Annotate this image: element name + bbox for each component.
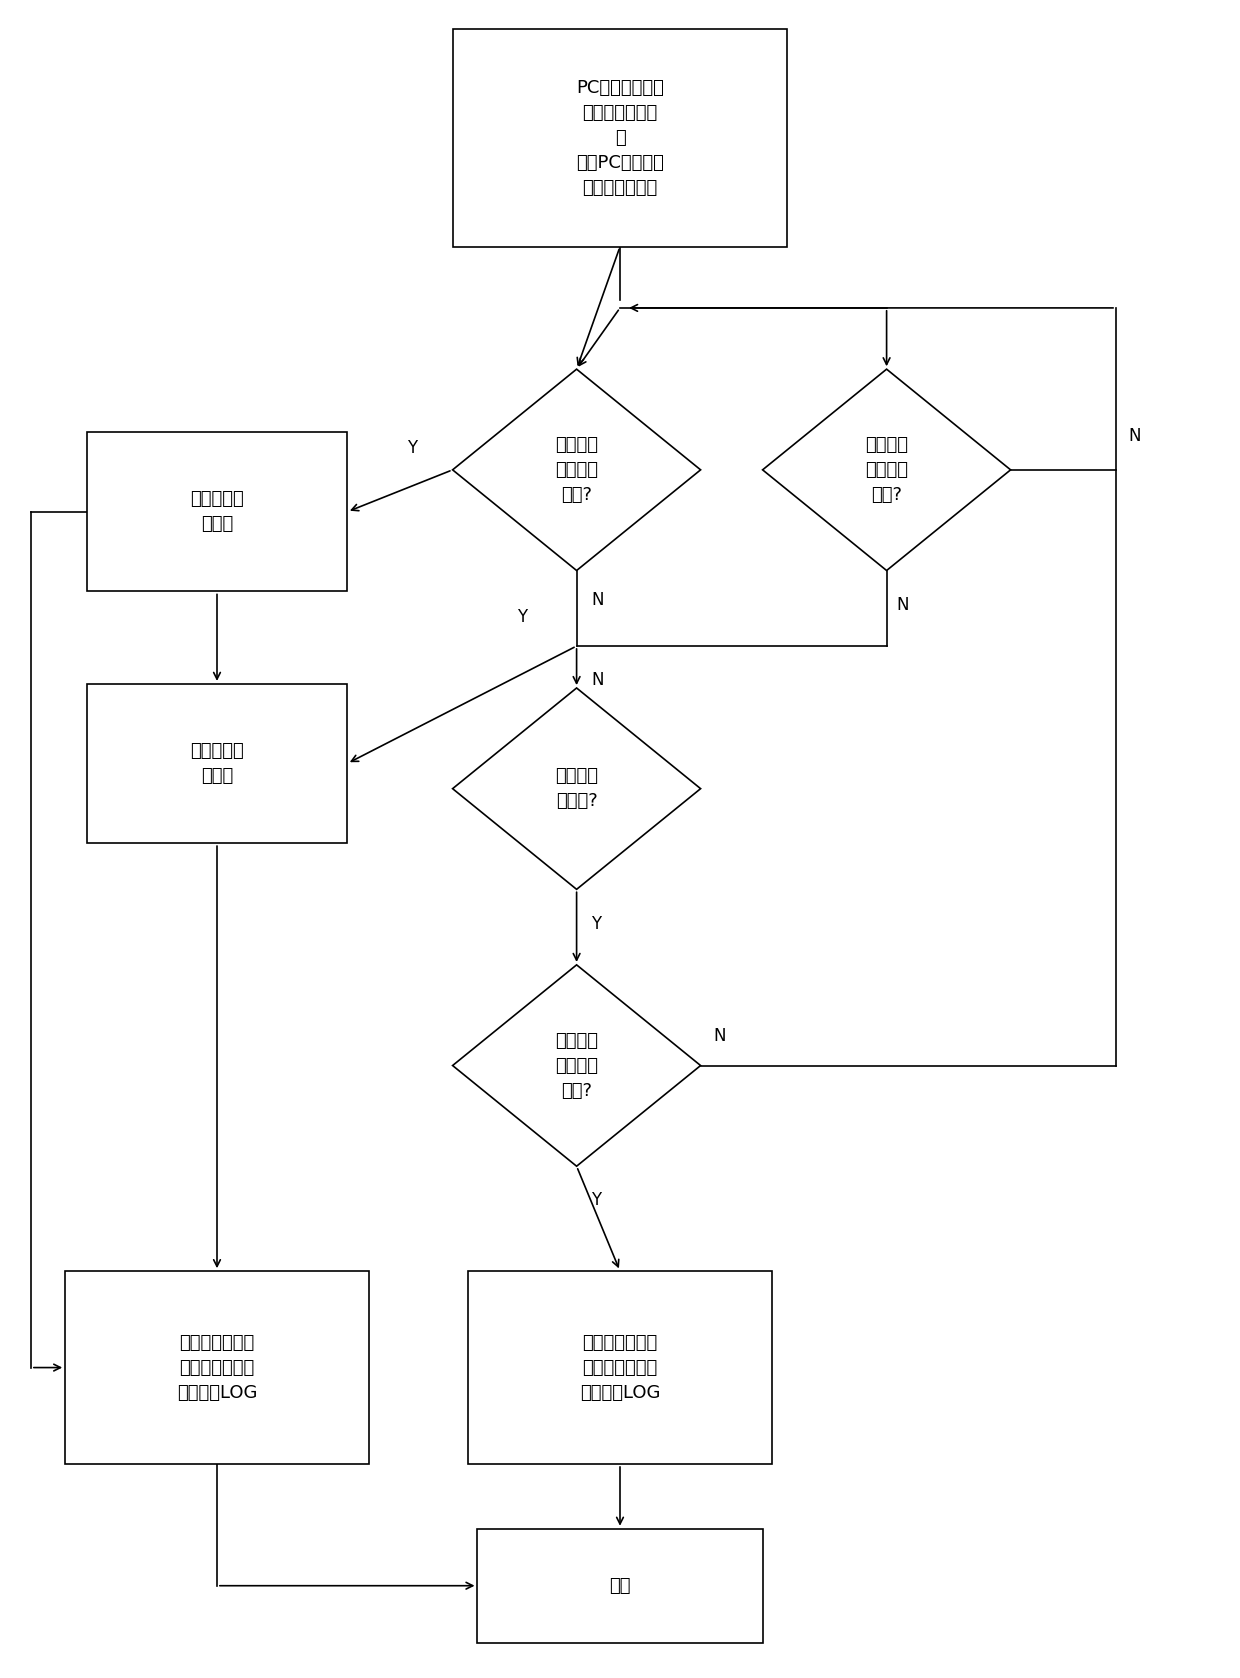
Text: 结束: 结束 [609,1577,631,1594]
Text: Y: Y [407,440,418,456]
FancyBboxPatch shape [64,1272,370,1463]
Polygon shape [453,369,701,571]
Text: N: N [713,1027,725,1045]
FancyBboxPatch shape [87,685,347,842]
Text: N: N [1128,426,1141,445]
Text: 识别图像
输出是否
异常?: 识别图像 输出是否 异常? [866,436,908,503]
FancyBboxPatch shape [87,433,347,592]
Text: 识别声音
输出是否
异常?: 识别声音 输出是否 异常? [556,436,598,503]
Polygon shape [763,369,1011,571]
Text: Y: Y [591,915,601,933]
Text: 电源变动
波形施加
完毕?: 电源变动 波形施加 完毕? [556,1032,598,1099]
Text: Y: Y [591,1191,601,1210]
FancyBboxPatch shape [453,29,787,247]
Text: 记录图像异
常类型: 记录图像异 常类型 [190,742,244,785]
Polygon shape [453,688,701,889]
Text: Y: Y [517,607,527,626]
Text: PC控制程控电源
施加电源变动波
形
同步PC控制测试
盒施加变化信号: PC控制程控电源 施加电源变动波 形 同步PC控制测试 盒施加变化信号 [577,79,663,196]
Text: 声音图像
均正常?: 声音图像 均正常? [556,767,598,810]
FancyBboxPatch shape [477,1529,763,1643]
Text: N: N [897,596,909,614]
Text: 报告实验成功完
成，生成测试报
告，存储LOG: 报告实验成功完 成，生成测试报 告，存储LOG [580,1334,660,1401]
Polygon shape [453,965,701,1166]
Text: N: N [591,671,604,690]
Text: 记录声音异
常类型: 记录声音异 常类型 [190,490,244,534]
Text: 报告实验异常结
束，生成测试报
告，存储LOG: 报告实验异常结 束，生成测试报 告，存储LOG [177,1334,257,1401]
FancyBboxPatch shape [469,1272,771,1463]
Text: N: N [591,591,604,609]
